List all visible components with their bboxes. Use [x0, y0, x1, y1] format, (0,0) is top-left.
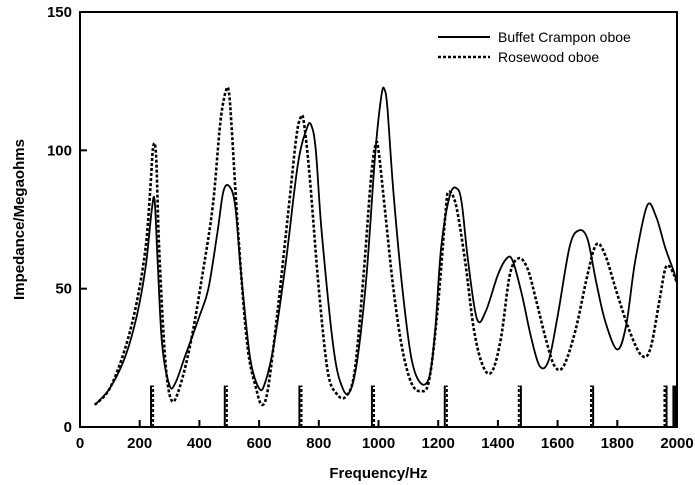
y-axis-ticks: 0 50 100 150 — [47, 4, 87, 436]
series-line-0 — [94, 86, 678, 406]
plot-border — [79, 11, 678, 428]
x-tick-label: 800 — [306, 435, 331, 452]
x-tick-label: 1400 — [481, 435, 514, 452]
x-tick-label: 1600 — [541, 435, 574, 452]
x-tick-label: 1800 — [601, 435, 634, 452]
x-tick-label: 1200 — [422, 435, 455, 452]
x-tick-label: 0 — [76, 435, 84, 452]
y-tick-label: 100 — [47, 142, 72, 159]
x-tick-label: 2000 — [660, 435, 693, 452]
y-tick-label: 50 — [55, 281, 72, 298]
x-axis-label: Frequency/Hz — [329, 465, 427, 482]
x-tick-label: 200 — [127, 435, 152, 452]
y-tick-label: 150 — [47, 4, 72, 21]
legend-label: Buffet Crampon oboe — [498, 29, 631, 45]
x-tick-label: 600 — [247, 435, 272, 452]
series-lines — [93, 85, 679, 407]
series-line-1 — [93, 85, 679, 407]
resonance-markers — [150, 385, 677, 427]
legend-label: Rosewood oboe — [498, 49, 599, 65]
x-axis-ticks: 0 200 400 600 800 1000 1200 1400 1600 1800 2000 — [76, 420, 694, 452]
x-tick-label: 1000 — [362, 435, 395, 452]
y-tick-label: 0 — [64, 419, 72, 436]
legend: Buffet Crampon oboe Rosewood oboe — [438, 29, 631, 65]
plot-frame — [79, 11, 678, 428]
x-tick-label: 400 — [187, 435, 212, 452]
y-axis-label: Impedance/Megaohms — [11, 139, 28, 300]
